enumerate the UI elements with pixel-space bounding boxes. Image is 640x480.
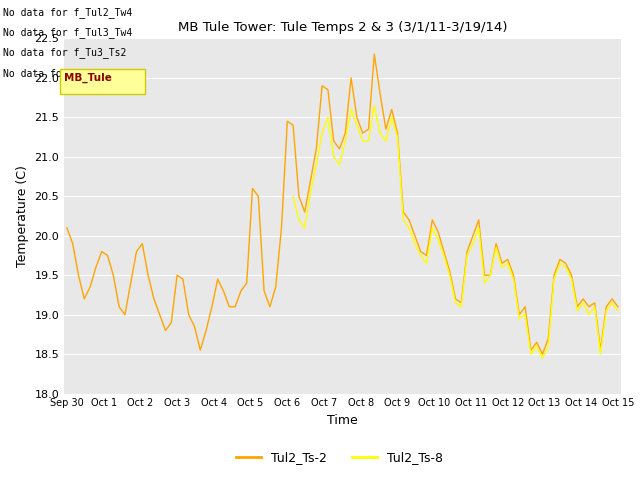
Tul2_Ts-8 — [359, 138, 367, 144]
Tul2_Ts-2 — [63, 225, 71, 231]
Line: Tul2_Ts-8: Tul2_Ts-8 — [293, 106, 618, 358]
Tul2_Ts-8 — [568, 276, 575, 282]
Title: MB Tule Tower: Tule Temps 2 & 3 (3/1/11-3/19/14): MB Tule Tower: Tule Temps 2 & 3 (3/1/11-… — [178, 22, 507, 35]
Tul2_Ts-2 — [359, 130, 367, 136]
Text: No data for f_Tu3_Ts2: No data for f_Tu3_Ts2 — [3, 48, 127, 59]
Text: No data for f_Tul2_Tw4: No data for f_Tul2_Tw4 — [3, 7, 132, 18]
Y-axis label: Temperature (C): Temperature (C) — [16, 165, 29, 267]
Tul2_Ts-2 — [301, 209, 308, 215]
Legend: Tul2_Ts-2, Tul2_Ts-8: Tul2_Ts-2, Tul2_Ts-8 — [231, 446, 447, 469]
Text: MB_Tule: MB_Tule — [64, 72, 112, 83]
Tul2_Ts-2 — [342, 130, 349, 136]
Tul2_Ts-8 — [301, 225, 308, 231]
X-axis label: Time: Time — [327, 414, 358, 427]
Tul2_Ts-2 — [220, 288, 227, 294]
Tul2_Ts-2 — [138, 241, 146, 247]
Tul2_Ts-2 — [539, 351, 547, 357]
Line: Tul2_Ts-2: Tul2_Ts-2 — [67, 54, 618, 354]
Tul2_Ts-8 — [614, 308, 621, 313]
Text: No data for f_Tul3_Tw4: No data for f_Tul3_Tw4 — [3, 27, 132, 38]
Tul2_Ts-2 — [614, 304, 621, 310]
Tul2_Ts-8 — [342, 138, 349, 144]
Tul2_Ts-2 — [579, 296, 587, 302]
Tul2_Ts-2 — [371, 51, 378, 57]
Text: No data for f_Tu3_Ts5: No data for f_Tu3_Ts5 — [3, 68, 127, 79]
